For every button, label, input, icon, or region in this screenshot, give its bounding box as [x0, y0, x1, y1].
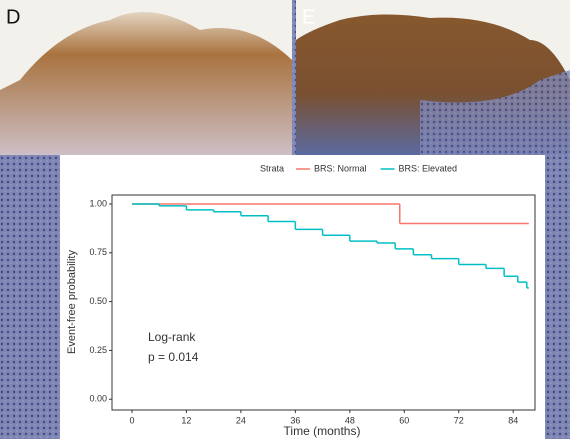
x-tick-label: 48 [345, 415, 355, 425]
x-tick-label: 84 [508, 415, 518, 425]
plot-frame [111, 194, 536, 411]
y-axis-label: Event-free probability [66, 250, 78, 354]
x-tick-label: 12 [181, 415, 191, 425]
chart-panel [60, 155, 545, 439]
y-tick-label: 0.50 [89, 296, 107, 306]
x-tick-label: 60 [399, 415, 409, 425]
legend-label: BRS: Normal [314, 163, 367, 173]
legend-label: BRS: Elevated [399, 163, 458, 173]
panel-label: D [6, 6, 20, 28]
y-tick-label: 0.75 [89, 247, 107, 257]
x-tick-label: 24 [236, 415, 246, 425]
legend-title: Strata [260, 163, 284, 173]
y-tick-label: 0.00 [89, 394, 107, 404]
panel-e-background [296, 0, 570, 80]
panel-e-stroma [420, 70, 570, 155]
y-tick-label: 1.00 [89, 198, 107, 208]
x-axis-label: Time (months) [284, 424, 361, 438]
panel-d-background [0, 0, 292, 90]
annotation: Log-rank [148, 330, 196, 344]
x-tick-label: 72 [454, 415, 464, 425]
panel-label: E [302, 6, 315, 28]
y-tick-label: 0.25 [89, 345, 107, 355]
x-tick-label: 0 [129, 415, 134, 425]
x-tick-label: 36 [290, 415, 300, 425]
annotation: p = 0.014 [148, 350, 199, 364]
